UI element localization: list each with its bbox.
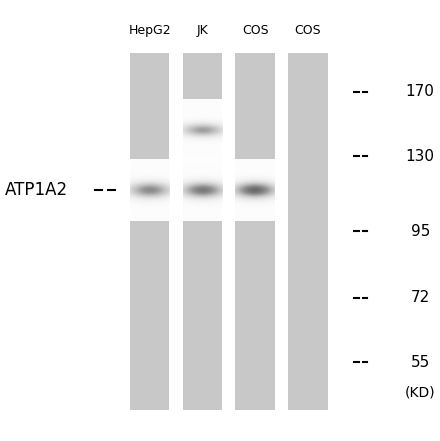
Bar bbox=[183, 53, 222, 410]
Text: JK: JK bbox=[197, 25, 208, 37]
Text: 72: 72 bbox=[411, 290, 430, 305]
Text: COS: COS bbox=[242, 25, 268, 37]
Bar bbox=[288, 53, 328, 410]
Text: COS: COS bbox=[295, 25, 321, 37]
Text: 95: 95 bbox=[411, 224, 430, 239]
Text: HepG2: HepG2 bbox=[128, 25, 171, 37]
Text: 130: 130 bbox=[406, 149, 435, 164]
Text: ATP1A2: ATP1A2 bbox=[4, 181, 67, 198]
Bar bbox=[130, 53, 169, 410]
Text: (KD): (KD) bbox=[405, 385, 436, 399]
Text: 55: 55 bbox=[411, 355, 430, 370]
Bar bbox=[235, 53, 275, 410]
Text: 170: 170 bbox=[406, 84, 435, 99]
